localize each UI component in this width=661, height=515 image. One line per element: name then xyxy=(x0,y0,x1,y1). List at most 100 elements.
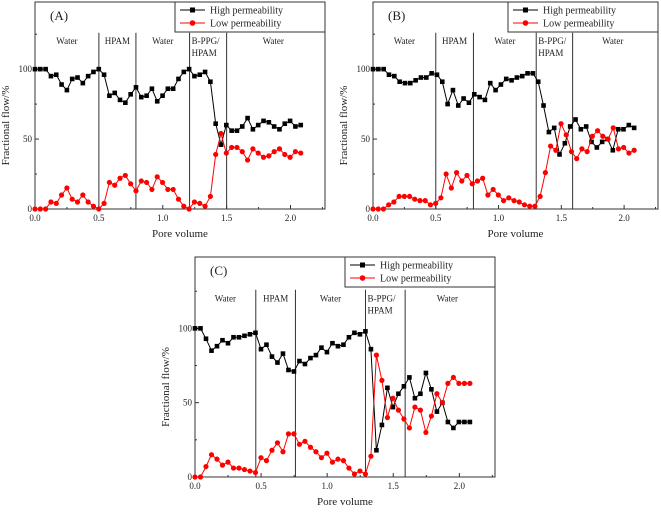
data-point-low xyxy=(547,143,554,149)
legend-marker-circle xyxy=(522,20,529,26)
y-tick-label: 0 xyxy=(188,472,193,482)
data-point-high xyxy=(234,128,240,133)
data-point-low xyxy=(375,206,381,212)
data-point-low xyxy=(631,147,637,153)
data-point-low xyxy=(485,192,491,198)
data-point-low xyxy=(427,202,434,208)
stage-label-line: HPAM xyxy=(538,48,563,58)
data-point-high xyxy=(247,331,253,337)
stage-label-line: Water xyxy=(152,36,173,46)
data-point-low xyxy=(511,198,517,204)
stage-label: B-PPG/HPAM xyxy=(538,36,567,58)
data-point-high xyxy=(477,94,482,100)
data-point-high xyxy=(509,78,514,83)
data-point-high xyxy=(165,86,171,92)
data-point-high xyxy=(456,419,462,425)
data-point-high xyxy=(631,125,637,131)
data-point-high xyxy=(396,391,401,397)
data-point-low xyxy=(122,172,128,179)
data-point-high xyxy=(220,337,225,343)
data-point-low xyxy=(258,455,264,461)
data-point-low xyxy=(406,425,413,431)
data-point-high xyxy=(213,121,218,126)
data-point-high xyxy=(214,343,220,349)
data-point-low xyxy=(229,144,235,151)
data-point-low xyxy=(287,154,293,160)
data-point-high xyxy=(514,75,520,80)
data-point-high xyxy=(445,419,451,425)
data-point-low xyxy=(438,195,444,201)
data-point-low xyxy=(626,150,632,156)
data-point-high xyxy=(231,334,236,340)
legend: High permeability Low permeability xyxy=(507,1,659,33)
data-point-high xyxy=(298,122,304,128)
data-point-low xyxy=(368,453,374,459)
data-point-low xyxy=(37,206,43,212)
data-point-low xyxy=(250,146,256,152)
data-point-low xyxy=(80,192,86,198)
data-point-high xyxy=(429,71,434,76)
data-point-high xyxy=(192,326,198,331)
data-point-low xyxy=(218,130,224,137)
data-point-low xyxy=(219,462,226,468)
data-point-low xyxy=(247,468,253,474)
data-point-low xyxy=(138,178,144,184)
data-point-low xyxy=(53,200,59,207)
data-point-high xyxy=(313,352,319,358)
data-point-high xyxy=(308,355,313,361)
data-point-low xyxy=(351,471,358,477)
data-point-low xyxy=(149,186,155,193)
data-point-high xyxy=(423,370,429,376)
data-point-low xyxy=(285,431,292,437)
plot-frame xyxy=(372,1,659,210)
x-tick-label: 1.5 xyxy=(221,213,233,223)
data-point-high xyxy=(48,73,54,79)
data-point-high xyxy=(413,78,418,83)
data-point-high xyxy=(266,119,272,125)
data-point-low xyxy=(244,157,251,163)
data-point-low xyxy=(274,440,281,446)
data-point-high xyxy=(275,360,280,365)
data-point-high xyxy=(64,87,70,93)
data-point-low xyxy=(335,456,341,462)
stage-label-line: Water xyxy=(320,294,341,304)
data-point-high xyxy=(589,139,594,145)
data-point-high xyxy=(578,126,584,132)
data-point-high xyxy=(287,118,293,124)
data-point-high xyxy=(186,66,192,72)
data-point-high xyxy=(368,346,374,352)
data-point-high xyxy=(439,79,445,85)
series-line-low xyxy=(35,131,301,210)
data-point-high xyxy=(293,124,298,129)
data-point-high xyxy=(599,139,605,145)
data-point-high xyxy=(401,384,407,389)
data-point-low xyxy=(329,459,336,465)
data-point-high xyxy=(138,94,144,100)
legend-label: High permeability xyxy=(380,261,453,272)
data-point-low xyxy=(443,171,449,177)
data-point-high xyxy=(149,86,155,92)
x-tick-label: 2.0 xyxy=(618,213,630,223)
data-point-low xyxy=(386,202,392,208)
series-line-high xyxy=(195,327,470,451)
data-point-low xyxy=(101,200,107,207)
data-point-low xyxy=(396,193,402,200)
stage-label-line: B-PPG/ xyxy=(192,36,221,46)
y-tick-label: 0 xyxy=(366,204,371,214)
data-point-low xyxy=(159,179,166,186)
data-point-low xyxy=(450,374,456,381)
stage-label: Water xyxy=(494,36,515,46)
legend-marker-square xyxy=(523,7,528,13)
x-tick-label: 1.0 xyxy=(157,213,169,223)
data-point-high xyxy=(239,124,245,129)
data-point-low xyxy=(324,450,330,456)
data-point-low xyxy=(589,133,595,139)
y-tick-label: 100 xyxy=(19,64,33,74)
data-point-low xyxy=(417,407,424,413)
data-point-low xyxy=(433,200,439,207)
data-point-high xyxy=(245,115,250,121)
data-point-low xyxy=(252,469,259,476)
data-point-low xyxy=(225,459,231,465)
data-point-high xyxy=(218,142,224,147)
